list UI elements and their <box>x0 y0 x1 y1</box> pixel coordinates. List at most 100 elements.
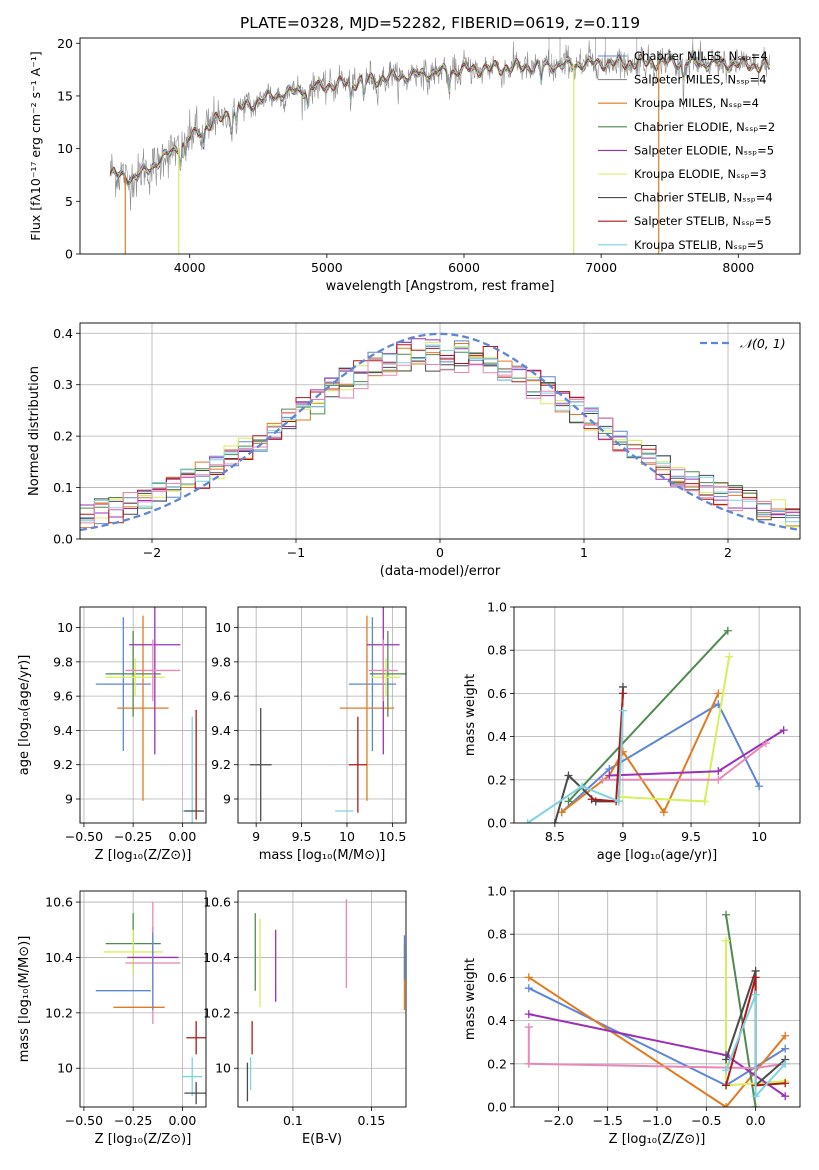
y-tick-label: 0.2 <box>487 1056 507 1071</box>
legend-entry: Salpeter MILES, Nₛₛₚ=4 <box>634 73 767 87</box>
y-tick-label: 5 <box>65 194 73 209</box>
grid <box>514 890 800 1108</box>
y-tick-label: 9.2 <box>211 757 231 772</box>
errorbar <box>369 631 406 717</box>
y-tick-label: 9.2 <box>53 757 73 772</box>
y-tick-label: 0.8 <box>487 927 507 942</box>
weight-series-line <box>567 630 729 803</box>
axes-frame <box>79 322 801 540</box>
axes: 0.1 0.15 10 10.2 10.4 10.6 E(B-V) <box>203 890 407 1147</box>
x-axis-label: (data-model)/error <box>380 564 501 579</box>
panel-mass_vs_Z: −0.50 −0.25 0.00 10 10.2 10.4 10.6 Z [log₁₀(Z/Z… <box>17 890 207 1147</box>
y-tick-label: 10.4 <box>45 950 73 965</box>
figure-title: PLATE=0328, MJD=52282, FIBERID=0619, z=0… <box>240 14 640 32</box>
x-tick-label: 6000 <box>448 260 480 275</box>
plot-area <box>249 607 406 822</box>
weight-series-line <box>528 976 786 1107</box>
y-tick-label: 0.6 <box>487 686 507 701</box>
y-axis-label: Flux [fλ10⁻¹⁷ erg cm⁻² s⁻¹ A⁻¹] <box>28 51 43 240</box>
weight-marker <box>755 782 764 791</box>
x-tick-label: −0.25 <box>114 1113 152 1128</box>
legend: Chabrier MILES, Nₛₛₚ=4 Salpeter MILES, Nₛ… <box>598 49 775 252</box>
normal-curve <box>80 332 800 532</box>
plot-area <box>524 910 790 1107</box>
weight-marker <box>524 973 533 982</box>
x-tick-label: 9 <box>252 829 260 844</box>
plot-area <box>95 607 205 823</box>
y-tick-label: 0.4 <box>53 326 73 341</box>
legend-entry: Salpeter ELODIE, Nₛₛₚ=5 <box>634 143 774 157</box>
errorbar <box>249 708 272 822</box>
errorbar <box>95 617 151 751</box>
plot-area <box>109 38 770 254</box>
errorbar <box>182 1057 203 1096</box>
weight-marker <box>761 739 770 748</box>
x-tick-label: 10.5 <box>378 829 406 844</box>
weight-marker <box>714 767 723 776</box>
weight-marker <box>524 1023 533 1032</box>
panel-weight_vs_Z: −2.0 −1.5 −1.0 −0.5 0.0 0.0 0.2 0.4 0.6 0.8 1.0 Z [… <box>463 884 801 1147</box>
y-tick-label: 0.8 <box>487 643 507 658</box>
weight-marker <box>618 706 627 715</box>
weight-marker <box>578 782 587 791</box>
y-axis-label: Normed distribution <box>27 366 42 496</box>
errorbar <box>368 639 398 702</box>
x-tick-label: 0.00 <box>168 1113 196 1128</box>
x-tick-label: 9.5 <box>681 829 701 844</box>
errorbar <box>371 658 401 697</box>
y-tick-label: 9.6 <box>53 689 73 704</box>
weight-series-line <box>527 1027 786 1070</box>
y-tick-label: 9.4 <box>211 723 231 738</box>
weight-marker <box>781 1079 790 1088</box>
weight-marker <box>614 797 623 806</box>
errorbar <box>117 615 169 801</box>
weight-marker <box>524 1059 533 1068</box>
plot-area <box>95 902 206 1105</box>
legend-entry: Kroupa ELODIE, Nₛₛₚ=3 <box>634 167 767 181</box>
axes-frame <box>79 606 207 824</box>
x-tick-label: 0.15 <box>358 1113 386 1128</box>
residual-histogram <box>80 359 800 524</box>
weight-marker <box>714 689 723 698</box>
errorbar <box>129 607 181 755</box>
y-tick-label: 10 <box>215 1061 231 1076</box>
weight-marker <box>605 771 614 780</box>
x-tick-label: −2 <box>143 545 161 560</box>
weight-marker <box>722 1103 731 1107</box>
y-tick-label: 0.4 <box>487 1013 507 1028</box>
x-tick-label: 1 <box>580 545 588 560</box>
y-tick-label: 10.6 <box>203 895 231 910</box>
x-tick-label: 0 <box>436 545 444 560</box>
axes: 4000 5000 6000 7000 8000 0 5 10 15 20 wavelength [… <box>28 36 801 294</box>
spectrum-model-line <box>109 54 770 187</box>
y-tick-label: 10.2 <box>45 1005 73 1020</box>
errorbar <box>348 617 397 751</box>
plot-area <box>80 332 800 532</box>
weight-marker <box>751 973 760 982</box>
x-tick-label: −1.5 <box>593 1113 623 1128</box>
legend-entry: Kroupa MILES, Nₛₛₚ=4 <box>634 96 759 110</box>
weight-marker <box>524 984 533 993</box>
errorbar <box>105 658 165 697</box>
x-tick-label: −1.0 <box>642 1113 672 1128</box>
legend-entry: Chabrier STELIB, Nₛₛₚ=4 <box>634 191 773 205</box>
axes-frame <box>79 37 801 255</box>
x-tick-label: 8.5 <box>545 829 565 844</box>
y-tick-label: 10.2 <box>203 1005 231 1020</box>
axes: −2 −1 0 1 2 0.0 0.1 0.2 0.3 0.4 (data-model)/error… <box>27 322 801 579</box>
axes-frame <box>513 606 801 824</box>
y-tick-label: 10 <box>57 620 73 635</box>
x-tick-label: 8000 <box>722 260 754 275</box>
y-axis-label: mass [log₁₀(M/M⊙)] <box>17 936 32 1063</box>
weight-marker <box>722 936 731 945</box>
weight-marker <box>618 689 627 698</box>
spectrum-model-line <box>109 53 770 186</box>
legend-entry: Chabrier ELODIE, Nₛₛₚ=2 <box>634 120 775 134</box>
legend-entry: Kroupa STELIB, Nₛₛₚ=5 <box>634 238 764 252</box>
weight-marker <box>781 1031 790 1040</box>
panel-age_vs_Z: −0.50 −0.25 0.00 9 9.2 9.4 9.6 9.8 10 Z [log₁₀(Z/… <box>17 606 207 863</box>
weight-marker <box>781 1044 790 1053</box>
x-tick-label: 10 <box>751 829 767 844</box>
weight-marker <box>618 793 627 802</box>
x-axis-label: wavelength [Angstrom, rest frame] <box>326 279 555 294</box>
